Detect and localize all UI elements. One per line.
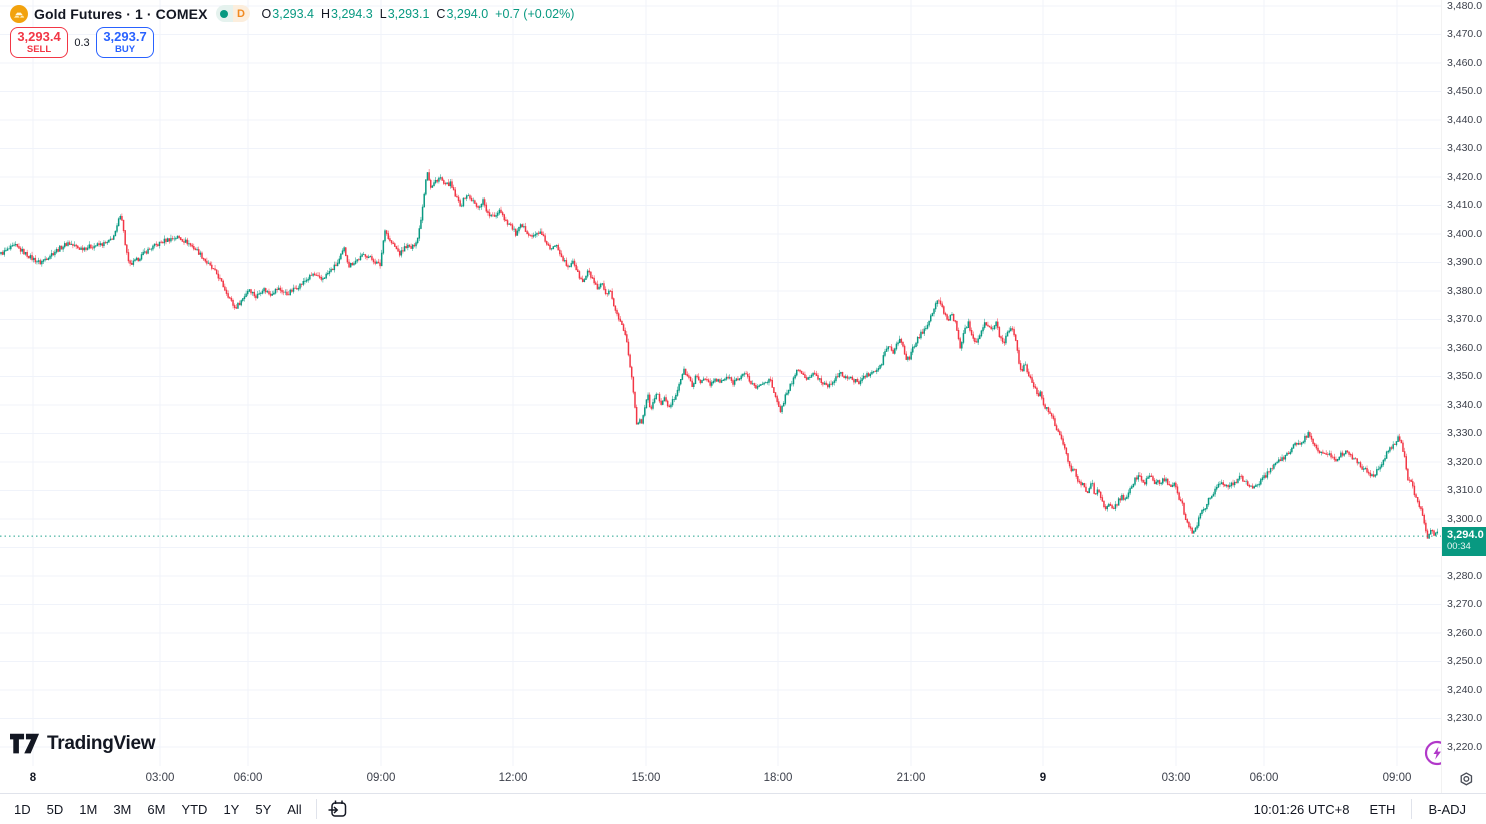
last-price-tag: 3,294.0 00:34 xyxy=(1442,527,1486,557)
price-tick-3260: 3,260.0 xyxy=(1447,626,1483,639)
symbol-title[interactable]: Gold Futures · 1 · COMEX xyxy=(34,5,208,22)
range-button-1D[interactable]: 1D xyxy=(14,801,31,817)
legend-row-symbol: Gold Futures · 1 · COMEX D O 3,293.4 H 3,2… xyxy=(10,4,574,23)
price-tick-3220: 3,220.0 xyxy=(1447,740,1483,753)
sell-label: SELL xyxy=(26,43,52,55)
time-tick-11-09:00: 09:00 xyxy=(1382,772,1412,784)
tradingview-wordmark: TradingView xyxy=(47,733,156,754)
session-eth-button[interactable]: ETH xyxy=(1369,801,1396,817)
change-value: +0.7 (+0.02%) xyxy=(495,6,575,21)
bottom-toolbar: 1D 5D 1M 3M 6M YTD 1Y 5Y All 10:01:26 UTC+8 ETH … xyxy=(0,793,1486,824)
range-button-1M[interactable]: 1M xyxy=(79,801,98,817)
axis-settings-gear-icon[interactable] xyxy=(1456,770,1474,788)
price-tick-3360: 3,360.0 xyxy=(1447,341,1483,354)
buy-button[interactable]: 3,293.7 BUY xyxy=(96,27,154,58)
market-status-pill[interactable]: D xyxy=(215,5,250,22)
close-value: 3,294.0 xyxy=(446,6,489,21)
chart-pane[interactable]: TradingView xyxy=(0,0,1441,766)
sell-button[interactable]: 3,293.4 SELL xyxy=(10,27,68,58)
time-tick-2-06:00: 06:00 xyxy=(233,772,263,784)
range-button-5Y[interactable]: 5Y xyxy=(255,801,272,817)
footer-right: 10:01:26 UTC+8 ETH B-ADJ xyxy=(1244,799,1486,819)
price-tick-3450: 3,450.0 xyxy=(1447,85,1483,97)
candlestick-chart[interactable] xyxy=(0,0,1441,766)
toolbar-divider xyxy=(315,799,317,819)
price-tick-3250: 3,250.0 xyxy=(1447,655,1483,667)
range-button-YTD[interactable]: YTD xyxy=(181,801,208,817)
ohlc-readout: O 3,293.4 H 3,294.3 L 3,293.1 C 3,294.0 +0.7… xyxy=(262,7,575,21)
time-tick-9-03:00: 03:00 xyxy=(1161,772,1191,784)
chart-legend: Gold Futures · 1 · COMEX D O 3,293.4 H 3,2… xyxy=(10,4,574,58)
low-value: 3,293.1 xyxy=(387,6,430,21)
price-tick-3410: 3,410.0 xyxy=(1447,199,1483,211)
date-range-buttons: 1D 5D 1M 3M 6M YTD 1Y 5Y All xyxy=(0,799,310,820)
price-tick-3440: 3,440.0 xyxy=(1447,113,1483,126)
price-tick-3480: 3,480.0 xyxy=(1447,0,1483,12)
last-price-value: 3,294.0 xyxy=(1447,529,1484,542)
price-tick-3300: 3,300.0 xyxy=(1447,512,1483,525)
clock-timezone-button[interactable]: 10:01:26 UTC+8 xyxy=(1253,801,1350,817)
price-tick-3270: 3,270.0 xyxy=(1447,598,1483,610)
price-tick-3350: 3,350.0 xyxy=(1447,370,1483,382)
high-label: H xyxy=(320,6,331,21)
tradingview-mark-icon xyxy=(10,733,40,754)
price-tick-3240: 3,240.0 xyxy=(1447,683,1483,696)
price-axis[interactable]: 3,220.0 3,230.0 3,240.0 3,250.0 3,260.0 3,270… xyxy=(1441,0,1486,793)
go-to-date-calendar-icon[interactable] xyxy=(327,798,349,820)
price-tick-3330: 3,330.0 xyxy=(1447,427,1483,439)
range-button-All[interactable]: All xyxy=(287,801,302,817)
time-tick-5-15:00: 15:00 xyxy=(631,772,661,784)
tradingview-logo[interactable]: TradingView xyxy=(10,733,156,755)
price-tick-3430: 3,430.0 xyxy=(1447,142,1483,154)
time-tick-7-21:00: 21:00 xyxy=(896,772,926,784)
market-open-dot-icon xyxy=(220,9,229,18)
time-tick-6-18:00: 18:00 xyxy=(763,772,793,784)
time-tick-0-8: 8 xyxy=(29,772,37,784)
time-tick-1-03:00: 03:00 xyxy=(145,772,175,784)
high-value: 3,294.3 xyxy=(331,6,373,21)
price-tick-3370: 3,370.0 xyxy=(1447,313,1483,325)
range-button-6M[interactable]: 6M xyxy=(147,801,166,817)
time-tick-8-9: 9 xyxy=(1039,772,1047,784)
time-axis[interactable]: 8 03:00 06:00 09:00 12:00 15:00 18:00 21:00 9 03:… xyxy=(0,766,1441,793)
range-button-1Y[interactable]: 1Y xyxy=(223,801,240,817)
price-tick-3470: 3,470.0 xyxy=(1447,28,1483,40)
gold-futures-logo-icon xyxy=(10,4,28,23)
price-tick-3230: 3,230.0 xyxy=(1447,712,1483,724)
quick-trade-lightning-icon[interactable] xyxy=(1424,740,1441,766)
bid-ask-spread: 0.3 xyxy=(74,36,90,49)
time-tick-3-09:00: 09:00 xyxy=(366,772,396,784)
price-tick-3340: 3,340.0 xyxy=(1447,398,1483,411)
bar-countdown: 00:34 xyxy=(1447,541,1471,553)
range-button-5D[interactable]: 5D xyxy=(46,801,64,817)
footer-divider xyxy=(1411,799,1413,819)
delayed-data-badge: D xyxy=(232,5,250,22)
time-tick-10-06:00: 06:00 xyxy=(1249,772,1279,784)
price-tick-3380: 3,380.0 xyxy=(1447,284,1483,297)
range-button-3M[interactable]: 3M xyxy=(113,801,132,817)
open-label: O xyxy=(261,6,272,21)
price-tick-3390: 3,390.0 xyxy=(1447,256,1483,268)
price-tick-3460: 3,460.0 xyxy=(1447,56,1483,69)
close-label: C xyxy=(436,6,446,21)
open-value: 3,293.4 xyxy=(272,6,314,21)
price-tick-3280: 3,280.0 xyxy=(1447,569,1483,582)
price-tick-3320: 3,320.0 xyxy=(1447,455,1483,468)
low-label: L xyxy=(379,6,387,21)
price-tick-3310: 3,310.0 xyxy=(1447,484,1483,496)
price-tick-3400: 3,400.0 xyxy=(1447,227,1483,240)
legend-row-trade: 3,293.4 SELL 0.3 3,293.7 BUY xyxy=(10,27,574,58)
back-adjustment-button[interactable]: B-ADJ xyxy=(1428,801,1466,817)
time-tick-4-12:00: 12:00 xyxy=(498,772,528,784)
price-tick-3420: 3,420.0 xyxy=(1447,170,1483,183)
buy-label: BUY xyxy=(114,43,136,55)
market-open-segment xyxy=(215,5,233,22)
sell-price: 3,293.4 xyxy=(17,28,61,44)
buy-price: 3,293.7 xyxy=(103,28,147,44)
